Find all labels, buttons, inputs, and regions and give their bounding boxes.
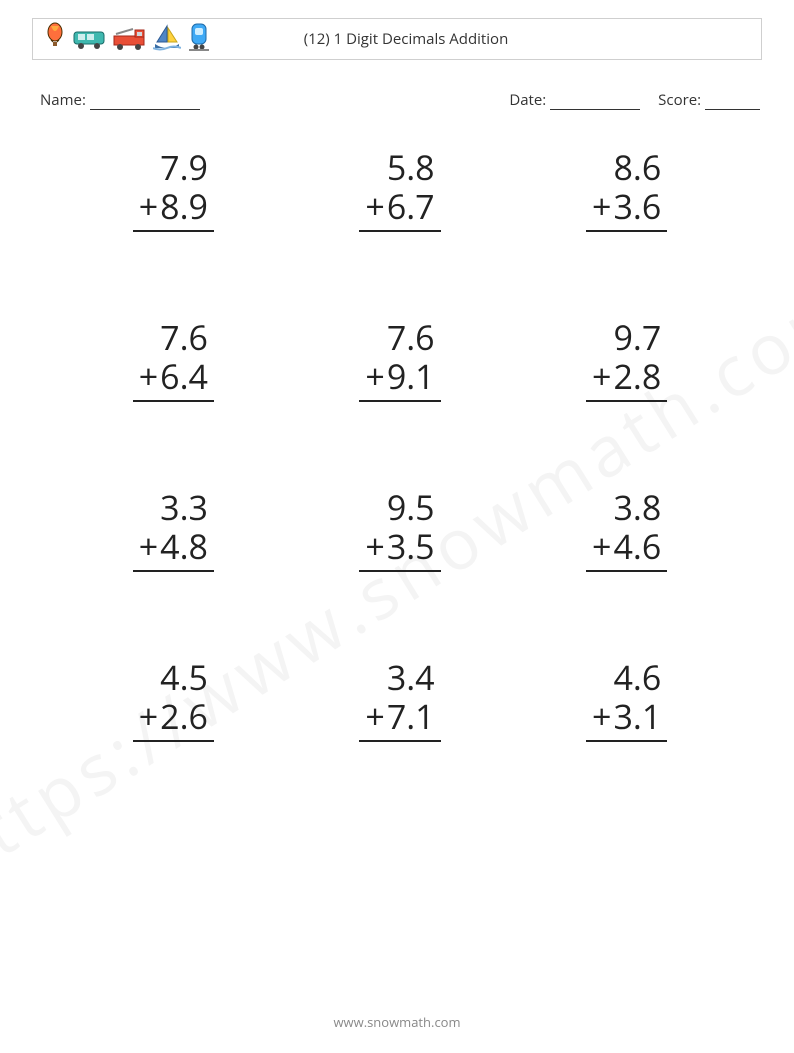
problems-grid: 7.9+8.95.8+6.78.6+3.67.6+6.47.6+9.19.7+2…	[60, 130, 740, 810]
operator: +	[592, 527, 611, 566]
problem-bottom-number: 9.1	[387, 353, 435, 399]
problem-top-number: 7.6	[133, 318, 214, 357]
problem-10: 4.5+2.6	[60, 640, 287, 810]
problem-top-number: 3.8	[586, 488, 667, 527]
problem-bottom-row: +4.6	[586, 527, 667, 572]
name-label: Name:	[40, 90, 200, 110]
problem-bottom-row: +4.8	[133, 527, 214, 572]
problem-bottom-number: 2.8	[613, 353, 661, 399]
problem-bottom-number: 4.6	[613, 523, 661, 569]
header-box: (12) 1 Digit Decimals Addition	[32, 18, 762, 60]
problem-6: 9.7+2.8	[513, 300, 740, 470]
problem-12: 4.6+3.1	[513, 640, 740, 810]
footer-text: www.snowmath.com	[0, 1013, 794, 1031]
problem-3: 8.6+3.6	[513, 130, 740, 300]
date-underline	[550, 95, 640, 110]
operator: +	[139, 187, 158, 226]
problem-bottom-number: 6.7	[387, 183, 435, 229]
operator: +	[139, 357, 158, 396]
problem-5: 7.6+9.1	[287, 300, 514, 470]
problem-top-number: 7.6	[359, 318, 440, 357]
info-row: Name: Date: Score:	[40, 90, 760, 110]
problem-4: 7.6+6.4	[60, 300, 287, 470]
problem-bottom-number: 4.8	[160, 523, 208, 569]
problem-bottom-row: +3.5	[359, 527, 440, 572]
operator: +	[592, 697, 611, 736]
problem-top-number: 3.3	[133, 488, 214, 527]
problem-bottom-number: 3.1	[613, 693, 661, 739]
score-label: Score:	[658, 90, 760, 110]
operator: +	[139, 527, 158, 566]
problem-7: 3.3+4.8	[60, 470, 287, 640]
problem-11: 3.4+7.1	[287, 640, 514, 810]
problem-top-number: 5.8	[359, 148, 440, 187]
operator: +	[139, 697, 158, 736]
problem-2: 5.8+6.7	[287, 130, 514, 300]
date-label: Date:	[509, 90, 640, 110]
operator: +	[592, 357, 611, 396]
operator: +	[365, 527, 384, 566]
problem-bottom-row: +3.1	[586, 697, 667, 742]
problem-bottom-number: 3.6	[613, 183, 661, 229]
worksheet-title: (12) 1 Digit Decimals Addition	[61, 29, 751, 49]
problem-8: 9.5+3.5	[287, 470, 514, 640]
problem-top-number: 9.5	[359, 488, 440, 527]
name-underline	[90, 95, 200, 110]
problem-bottom-row: +2.8	[586, 357, 667, 402]
problem-top-number: 9.7	[586, 318, 667, 357]
problem-bottom-row: +6.7	[359, 187, 440, 232]
problem-bottom-number: 3.5	[387, 523, 435, 569]
operator: +	[365, 697, 384, 736]
problem-bottom-number: 7.1	[387, 693, 435, 739]
score-underline	[705, 95, 760, 110]
problem-top-number: 4.5	[133, 658, 214, 697]
operator: +	[365, 357, 384, 396]
problem-top-number: 8.6	[586, 148, 667, 187]
operator: +	[592, 187, 611, 226]
problem-bottom-row: +8.9	[133, 187, 214, 232]
problem-bottom-row: +6.4	[133, 357, 214, 402]
problem-bottom-row: +9.1	[359, 357, 440, 402]
problem-1: 7.9+8.9	[60, 130, 287, 300]
problem-9: 3.8+4.6	[513, 470, 740, 640]
problem-top-number: 4.6	[586, 658, 667, 697]
problem-bottom-row: +2.6	[133, 697, 214, 742]
problem-bottom-number: 2.6	[160, 693, 208, 739]
problem-bottom-number: 6.4	[160, 353, 208, 399]
problem-top-number: 3.4	[359, 658, 440, 697]
problem-bottom-row: +3.6	[586, 187, 667, 232]
problem-bottom-row: +7.1	[359, 697, 440, 742]
problem-top-number: 7.9	[133, 148, 214, 187]
problem-bottom-number: 8.9	[160, 183, 208, 229]
operator: +	[365, 187, 384, 226]
